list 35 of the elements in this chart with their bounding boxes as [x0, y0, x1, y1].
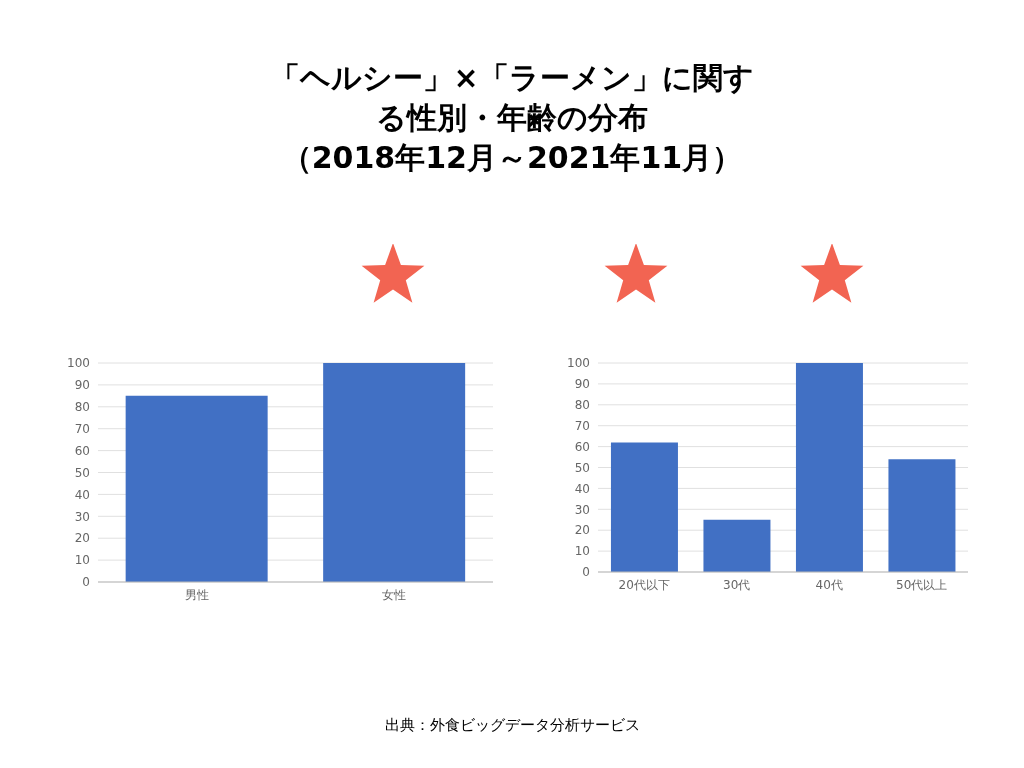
y-tick-label: 20: [74, 531, 90, 546]
x-tick-label: 40代: [815, 577, 843, 592]
y-tick-label: 0: [582, 565, 590, 580]
bar: [888, 459, 956, 572]
y-tick-label: 90: [74, 378, 90, 393]
bar: [610, 442, 678, 572]
y-tick-label: 30: [574, 502, 590, 517]
y-tick-label: 60: [74, 443, 90, 458]
bar: [703, 519, 771, 572]
y-tick-label: 90: [574, 377, 590, 392]
y-tick-label: 70: [74, 421, 90, 436]
y-tick-label: 80: [74, 400, 90, 415]
x-tick-label: 50代以上: [896, 577, 948, 592]
y-tick-label: 80: [574, 398, 590, 413]
x-tick-label: 20代以下: [618, 577, 670, 592]
chart-subtitle: （2018年12月～2021年11月）: [280, 139, 744, 177]
y-tick-label: 20: [574, 523, 590, 538]
y-tick-label: 100: [67, 356, 90, 371]
bar: [795, 363, 863, 572]
x-tick-label: 30代: [723, 577, 751, 592]
x-tick-label: 女性: [382, 587, 407, 602]
y-tick-label: 70: [574, 418, 590, 433]
y-tick-label: 60: [574, 439, 590, 454]
source-note: 出典：外食ビッグデータ分析サービス: [383, 716, 641, 735]
y-tick-label: 40: [574, 481, 590, 496]
y-tick-label: 30: [74, 509, 90, 524]
y-tick-label: 50: [74, 465, 90, 480]
chart-title: 「ヘルシー」×「ラーメン」に関する性別・年齢の分布: [269, 59, 755, 137]
y-tick-label: 10: [574, 544, 590, 559]
y-tick-label: 40: [74, 487, 90, 502]
x-tick-label: 男性: [184, 587, 209, 602]
y-tick-label: 50: [574, 460, 590, 475]
y-tick-label: 0: [82, 575, 90, 590]
y-tick-label: 10: [74, 553, 90, 568]
y-tick-label: 100: [567, 356, 590, 371]
